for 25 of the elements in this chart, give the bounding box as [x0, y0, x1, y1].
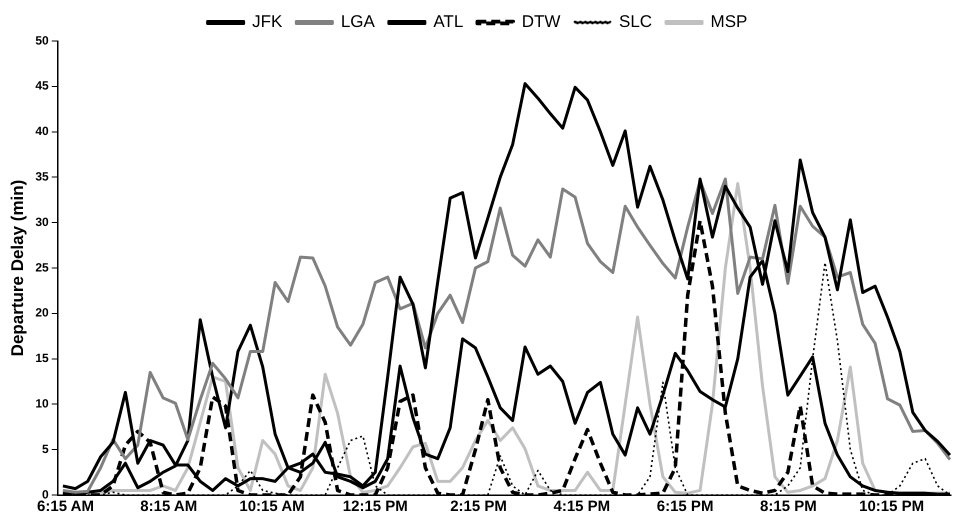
- x-tick-label: 10:15 AM: [239, 498, 305, 516]
- y-tick-label: 10: [35, 396, 50, 411]
- y-tick-label: 50: [35, 33, 50, 48]
- legend-label: ATL: [433, 12, 464, 32]
- y-tick-label: 35: [35, 170, 50, 184]
- x-tick-label: 10:15 PM: [859, 498, 924, 516]
- x-tick-label: 8:15 PM: [760, 498, 817, 516]
- y-tick-label: 20: [35, 306, 50, 320]
- y-axis-title: Departure Delay (min): [8, 180, 27, 356]
- x-tick-label: 12:15 PM: [342, 498, 408, 516]
- x-tick-label: 6:15 PM: [656, 498, 714, 516]
- y-tick-label: 45: [35, 78, 50, 93]
- legend-label: LGA: [340, 12, 376, 32]
- y-tick-label: 40: [35, 124, 50, 138]
- y-tick-label: 25: [35, 260, 50, 274]
- legend-label: DTW: [522, 12, 560, 32]
- x-tick-label: 8:15 AM: [140, 498, 198, 516]
- x-tick-label: 4:15 PM: [553, 498, 610, 516]
- legend-label: SLC: [618, 12, 652, 32]
- y-tick-label: 5: [42, 442, 50, 456]
- y-tick-label: 15: [35, 351, 50, 366]
- legend-label: MSP: [710, 12, 748, 32]
- legend-label: JFK: [252, 12, 283, 32]
- y-tick-label: 30: [35, 214, 50, 229]
- x-tick-label: 2:15 PM: [450, 498, 507, 516]
